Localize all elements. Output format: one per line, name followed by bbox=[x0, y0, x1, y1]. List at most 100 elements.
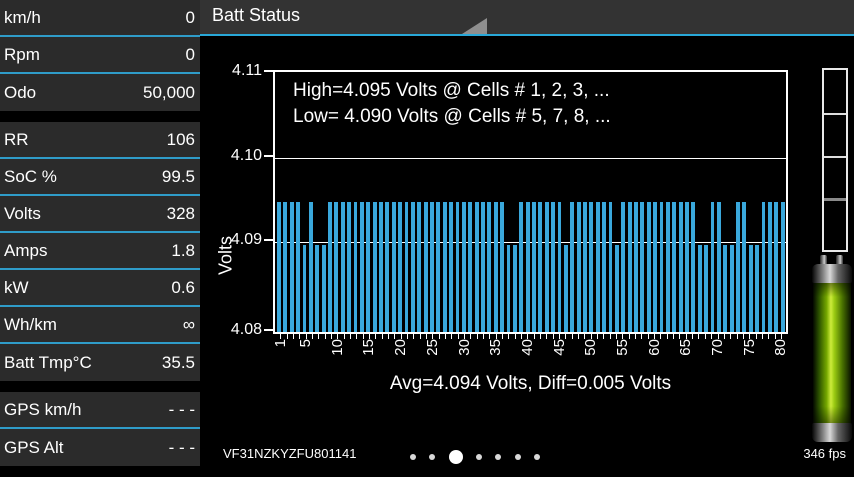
metric-label: Odo bbox=[4, 82, 37, 102]
cell-voltage-bar-9 bbox=[328, 202, 332, 332]
x-tick-mark bbox=[464, 334, 465, 339]
cell-voltage-bar-29 bbox=[455, 202, 460, 332]
dropdown-triangle-icon[interactable] bbox=[462, 18, 487, 34]
cell-voltage-bar-2 bbox=[283, 202, 288, 332]
sidebar-row-batt-tmp-c[interactable]: Batt Tmp°C 35.5 bbox=[0, 344, 200, 381]
cell-voltage-bar-58 bbox=[640, 202, 645, 332]
cell-voltage-bar-25 bbox=[430, 202, 434, 332]
page-dot[interactable] bbox=[429, 454, 436, 460]
cell-voltage-bar-38 bbox=[512, 245, 517, 332]
cell-voltage-bar-44 bbox=[551, 202, 556, 332]
x-tick-mark bbox=[337, 334, 339, 339]
cell-voltage-bar-34 bbox=[487, 202, 492, 332]
x-tick-mark bbox=[730, 334, 732, 339]
battery-cap-bottom bbox=[812, 423, 852, 442]
x-tick-label-text: 10 bbox=[328, 339, 346, 356]
metric-label: GPS Alt bbox=[4, 437, 64, 457]
cell-voltage-bar-53 bbox=[608, 202, 613, 332]
sidebar-row-wh-km[interactable]: Wh/km ∞ bbox=[0, 307, 200, 344]
page-dot[interactable] bbox=[410, 454, 416, 460]
gridline-4.09 bbox=[275, 242, 786, 243]
high-low-annotation: High=4.095 Volts @ Cells # 1, 2, 3, ... … bbox=[293, 78, 611, 130]
page-dot[interactable] bbox=[475, 454, 482, 460]
x-tick-mark bbox=[654, 334, 656, 339]
sidebar-row-km-h[interactable]: km/h 0 bbox=[0, 0, 200, 37]
metric-label: Volts bbox=[4, 203, 41, 223]
x-tick-label-text: 35 bbox=[487, 339, 505, 356]
sidebar-row-amps[interactable]: Amps 1.8 bbox=[0, 233, 200, 270]
title-underline bbox=[200, 34, 854, 36]
sidebar-group: km/h 0 Rpm 0 Odo 50,000 bbox=[0, 0, 200, 111]
metric-value: ∞ bbox=[182, 314, 195, 334]
x-tick-mark bbox=[692, 334, 694, 339]
cell-voltage-bar-11 bbox=[340, 202, 345, 332]
sidebar-row-volts[interactable]: Volts 328 bbox=[0, 196, 200, 233]
x-tick-label: 80 bbox=[772, 339, 790, 377]
x-tick-mark bbox=[330, 334, 332, 339]
sidebar-row-gps-km-h[interactable]: GPS km/h - - - bbox=[0, 392, 200, 429]
high-annotation: High=4.095 Volts @ Cells # 1, 2, 3, ... bbox=[293, 80, 610, 101]
sidebar-row-rpm[interactable]: Rpm 0 bbox=[0, 37, 200, 74]
x-tick-label-text: 25 bbox=[423, 339, 441, 356]
y-tick-mark bbox=[264, 70, 273, 72]
metric-value: 106 bbox=[166, 129, 195, 149]
x-tick-mark bbox=[578, 334, 579, 339]
x-tick-mark bbox=[280, 334, 282, 339]
metric-value: 99.5 bbox=[161, 166, 195, 186]
x-tick-label: 35 bbox=[487, 339, 505, 377]
sidebar-row-kw[interactable]: kW 0.6 bbox=[0, 270, 200, 307]
x-tick-mark bbox=[641, 334, 643, 339]
x-tick-mark bbox=[565, 334, 567, 339]
x-tick-mark bbox=[356, 334, 358, 339]
x-tick-mark bbox=[584, 334, 586, 339]
x-tick-mark bbox=[685, 334, 687, 339]
x-tick-label-text: 15 bbox=[360, 339, 378, 356]
cell-voltage-bar-31 bbox=[468, 202, 473, 332]
metric-label: kW bbox=[4, 277, 29, 297]
page-dot[interactable] bbox=[514, 454, 521, 460]
cell-voltage-bar-54 bbox=[614, 245, 619, 332]
cell-voltage-bar-74 bbox=[742, 202, 747, 332]
bar-series bbox=[277, 72, 785, 332]
x-tick-label: 55 bbox=[613, 339, 631, 377]
x-tick-mark bbox=[406, 334, 408, 339]
cell-voltage-bar-6 bbox=[308, 202, 313, 332]
cell-voltage-bar-23 bbox=[417, 202, 422, 332]
x-tick-mark bbox=[394, 334, 396, 339]
cell-voltage-bar-5 bbox=[302, 245, 307, 332]
sidebar-row-soc-[interactable]: SoC % 99.5 bbox=[0, 159, 200, 196]
page-dot[interactable] bbox=[495, 454, 502, 460]
metric-label: RR bbox=[4, 129, 29, 149]
sidebar-row-odo[interactable]: Odo 50,000 bbox=[0, 74, 200, 111]
y-tick-label: 4.08 bbox=[230, 321, 262, 338]
cell-voltage-bar-80 bbox=[780, 202, 785, 332]
x-tick-mark bbox=[635, 334, 637, 339]
cell-voltage-bar-76 bbox=[755, 245, 760, 332]
sidebar-row-rr[interactable]: RR 106 bbox=[0, 122, 200, 159]
cell-voltage-bar-36 bbox=[500, 202, 505, 332]
x-tick-mark bbox=[476, 334, 478, 339]
cell-voltage-bar-19 bbox=[391, 202, 396, 332]
cell-voltage-bar-59 bbox=[646, 202, 651, 332]
page-dot-active[interactable] bbox=[448, 450, 463, 464]
x-tick-label: 1 bbox=[271, 339, 289, 377]
x-tick-mark bbox=[311, 334, 313, 339]
cell-voltage-bar-55 bbox=[621, 202, 626, 332]
cell-voltage-bar-69 bbox=[710, 202, 715, 332]
sidebar-row-gps-alt[interactable]: GPS Alt - - - bbox=[0, 429, 200, 466]
x-tick-mark bbox=[470, 334, 472, 339]
x-tick-mark bbox=[444, 334, 446, 339]
cell-voltage-bar-39 bbox=[519, 202, 524, 332]
page-indicator[interactable] bbox=[410, 448, 540, 466]
page-dot[interactable] bbox=[533, 454, 540, 460]
cell-voltage-bar-3 bbox=[289, 202, 294, 332]
x-tick-mark bbox=[609, 334, 611, 339]
x-tick-label-text: 40 bbox=[518, 339, 536, 356]
plot-area: High=4.095 Volts @ Cells # 1, 2, 3, ... … bbox=[273, 70, 788, 334]
cell-voltage-bar-60 bbox=[653, 202, 658, 332]
x-tick-mark bbox=[571, 334, 573, 339]
x-tick-mark bbox=[603, 334, 605, 339]
x-tick-mark bbox=[628, 334, 630, 339]
cell-voltage-bar-24 bbox=[423, 202, 428, 332]
x-tick-mark bbox=[292, 334, 294, 339]
